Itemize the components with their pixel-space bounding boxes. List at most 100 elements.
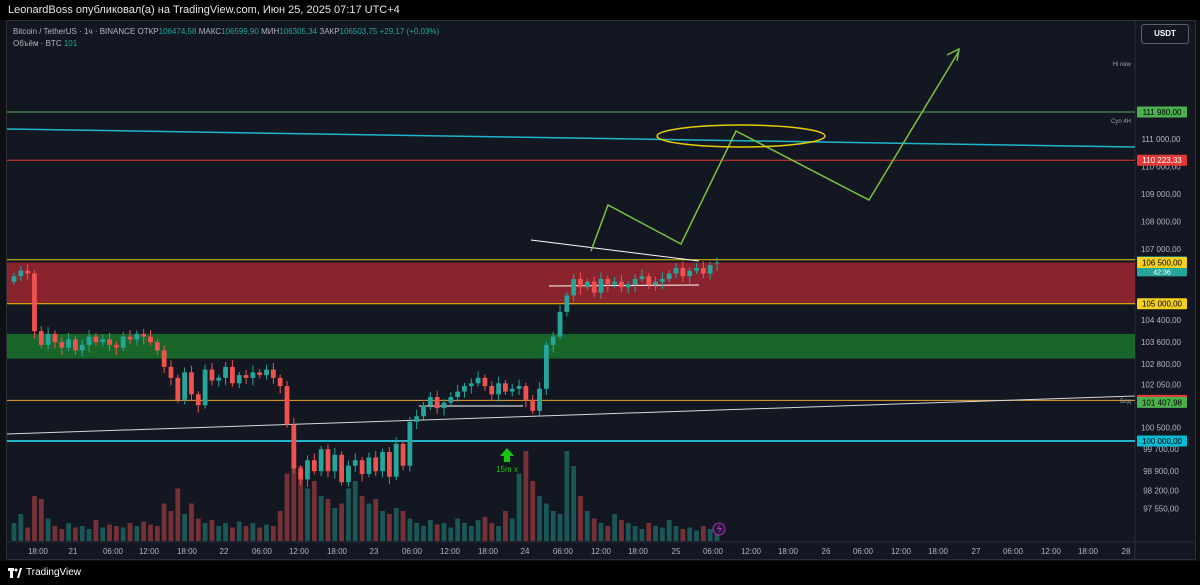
x-tick-label: 18:00: [327, 547, 348, 556]
candle-body: [503, 383, 508, 392]
high-value: 106599,90: [221, 27, 259, 36]
candle-body: [380, 451, 385, 472]
candle-body: [591, 281, 597, 293]
x-tick-label: 23: [370, 547, 379, 556]
volume-bar: [516, 473, 522, 541]
x-tick-label: 18:00: [28, 547, 49, 556]
currency-button[interactable]: USDT: [1141, 24, 1189, 44]
volume-bar: [625, 523, 631, 541]
candle-body: [18, 270, 24, 277]
close-label: ЗАКР: [319, 27, 340, 36]
symbol-title: Bitcoin / TetherUS · 1ч · BINANCE: [13, 27, 136, 36]
x-tick-label: 06:00: [252, 547, 273, 556]
candle-body: [557, 311, 563, 337]
volume-bar: [32, 496, 37, 541]
candle-body: [79, 344, 85, 351]
candle-body: [202, 369, 208, 406]
volume-bar: [202, 523, 208, 541]
symbol-legend: Bitcoin / TetherUS · 1ч · BINANCE ОТКР10…: [13, 26, 439, 50]
candle-body: [619, 281, 624, 288]
volume-bar: [489, 523, 495, 541]
candle-body: [298, 468, 304, 480]
candle-body: [134, 333, 140, 340]
candle-body: [359, 460, 365, 474]
volume-bar: [25, 527, 31, 541]
volume-bar: [673, 526, 679, 541]
candle-body: [468, 383, 474, 387]
y-tick-label: 98 900,00: [1143, 467, 1179, 476]
volume-bar: [530, 481, 536, 541]
volume-bar: [550, 511, 556, 541]
change-value: +29,17 (+0,03%): [379, 27, 440, 36]
x-tick-label: 12:00: [591, 547, 612, 556]
volume-bar: [182, 514, 188, 541]
candle-body: [86, 336, 92, 345]
volume-bar: [305, 488, 310, 541]
candle-body: [598, 278, 604, 293]
candle-body: [59, 342, 65, 348]
volume-bar: [386, 514, 392, 541]
candle-body: [45, 333, 51, 345]
candle-body: [243, 375, 249, 378]
x-tick-label: 12:00: [891, 547, 912, 556]
volume-bar: [646, 523, 652, 541]
candle-body: [25, 270, 31, 274]
volume-bar: [407, 518, 413, 541]
candle-body: [448, 397, 454, 403]
volume-bar: [475, 520, 481, 541]
volume-bar: [257, 527, 263, 541]
volume-bar: [325, 499, 331, 541]
x-tick-label: 06:00: [703, 547, 724, 556]
candle-body: [332, 454, 338, 472]
y-tick-label: 98 200,00: [1143, 486, 1179, 495]
price-label: 106 500,00: [1142, 258, 1183, 267]
candle-body: [366, 457, 372, 474]
candle-body: [148, 336, 153, 343]
price-label: 111 980,00: [1143, 108, 1182, 117]
volume-bar: [366, 503, 372, 541]
candle-body: [421, 405, 426, 417]
candle-body: [680, 267, 686, 277]
price-label-bg: [1137, 298, 1187, 310]
price-label-bg: [1137, 396, 1187, 408]
volume-bar: [455, 518, 461, 541]
volume-bar: [400, 511, 406, 541]
volume-bar: [557, 514, 563, 541]
volume-bar: [250, 523, 256, 541]
volume-bar: [100, 527, 106, 541]
candle-body: [578, 278, 583, 288]
volume-bar: [141, 521, 147, 541]
candle-body: [32, 273, 37, 332]
price-chart[interactable]: 15m x Hi new Cyn 4H Блд 111 000,00 110 000,00…: [7, 21, 1195, 559]
candle-body: [195, 394, 201, 406]
volume-bar: [414, 523, 420, 541]
low-value: 106305,34: [279, 27, 318, 36]
candle-body: [284, 386, 290, 425]
candle-body: [305, 460, 310, 480]
x-tick-label: 12:00: [289, 547, 310, 556]
volume-bar: [482, 517, 488, 541]
volume-bar: [134, 526, 140, 541]
volume-bar: [687, 527, 693, 541]
x-tick-label: 21: [69, 547, 78, 556]
x-tick-label: 18:00: [478, 547, 499, 556]
candle-body: [571, 278, 577, 296]
volume-bar: [73, 527, 78, 541]
candle-body: [475, 377, 481, 384]
volume-bar: [243, 526, 249, 541]
candle-body: [66, 339, 71, 348]
volume-bar: [434, 524, 440, 541]
volume-bar: [38, 499, 44, 541]
high-label: МАКС: [198, 27, 222, 36]
volume-bar: [462, 523, 467, 541]
volume-bar: [230, 527, 235, 541]
candle-body: [550, 336, 556, 345]
chart-frame[interactable]: 15m x Hi new Cyn 4H Блд 111 000,00 110 000,00…: [6, 20, 1196, 560]
candle-body: [182, 372, 188, 400]
candle-body: [352, 460, 358, 466]
price-label: 101 407,98: [1142, 398, 1183, 407]
volume-bar: [154, 526, 160, 541]
candle-body: [107, 339, 112, 345]
candle-body: [687, 270, 693, 277]
candle-body: [209, 369, 215, 381]
